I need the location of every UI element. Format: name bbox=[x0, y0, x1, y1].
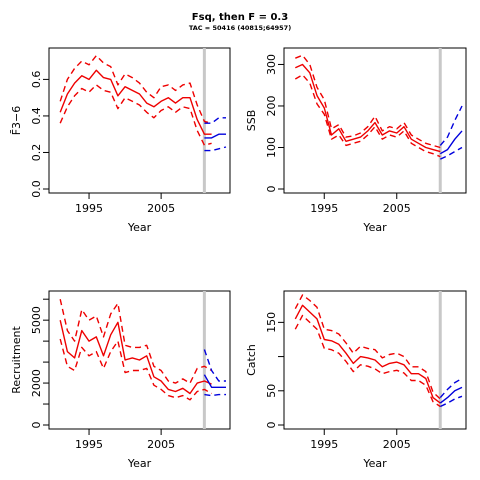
figure-subtitle: TAC = 50416 (40815;64957) bbox=[189, 24, 291, 32]
projection-median-line-fbar bbox=[204, 133, 226, 139]
x-tick-label-catch-1: 2005 bbox=[383, 438, 411, 451]
y-tick-label-recruitment-1: 2000 bbox=[30, 369, 43, 397]
x-tick-label-ssb-0: 1995 bbox=[310, 202, 338, 215]
projection-median-line-recruitment bbox=[203, 374, 226, 388]
y-axis-label-fbar: F̄3−6 bbox=[10, 106, 23, 136]
y-axis-label-ssb: SSB bbox=[245, 110, 258, 132]
projection-upper-line-recruitment bbox=[203, 349, 226, 382]
x-tick-label-fbar-0: 1995 bbox=[75, 202, 103, 215]
x-axis-label-catch: Year bbox=[362, 457, 387, 470]
historic-upper-line-catch bbox=[294, 294, 441, 400]
projection-lower-line-fbar bbox=[204, 146, 227, 152]
panel-fbar: 0.0 0.2 0.4 0.6 1995 2005 Year F̄3−6 bbox=[10, 47, 231, 234]
panel-ssb: 0 100 200 300 1995 2005 Year SSB bbox=[245, 47, 467, 234]
projection-upper-line-ssb bbox=[439, 105, 463, 146]
y-tick-label-catch-1: 50 bbox=[265, 384, 278, 398]
x-tick-label-fbar-1: 2005 bbox=[147, 202, 175, 215]
historic-median-line-recruitment bbox=[59, 320, 212, 395]
x-tick-label-recruitment-0: 1995 bbox=[75, 438, 103, 451]
y-tick-label-ssb-2: 200 bbox=[265, 95, 278, 116]
y-tick-label-recruitment-2: 5000 bbox=[30, 306, 43, 334]
y-axis-label-catch: Catch bbox=[245, 344, 258, 376]
projection-lower-line-recruitment bbox=[204, 393, 226, 397]
x-tick-label-catch-0: 1995 bbox=[310, 438, 338, 451]
chart-panels: 0.0 0.2 0.4 0.6 1995 2005 Year F̄3−6 0 100 200 300 1… bbox=[10, 47, 467, 470]
y-tick-label-ssb-1: 100 bbox=[265, 137, 278, 158]
y-axis-label-recruitment: Recruitment bbox=[10, 326, 23, 394]
historic-median-line-catch bbox=[294, 304, 441, 404]
historic-median-line-fbar bbox=[59, 69, 212, 135]
y-tick-label-fbar-1: 0.2 bbox=[30, 144, 43, 162]
x-axis-label-fbar: Year bbox=[127, 221, 152, 234]
y-tick-label-fbar-0: 0.0 bbox=[30, 180, 43, 198]
y-tick-label-ssb-3: 300 bbox=[265, 54, 278, 75]
panel-catch: 0 50 150 1995 2005 Year Catch bbox=[245, 290, 467, 470]
y-tick-label-catch-0: 0 bbox=[265, 422, 278, 429]
panel-frame-fbar bbox=[48, 47, 231, 194]
historic-median-line-ssb bbox=[295, 63, 441, 153]
figure-title: Fsq, then F = 0.3 bbox=[192, 12, 288, 23]
x-tick-label-recruitment-1: 2005 bbox=[147, 438, 175, 451]
projection-median-line-ssb bbox=[439, 130, 463, 155]
y-tick-label-fbar-2: 0.4 bbox=[30, 107, 43, 125]
projection-upper-line-fbar bbox=[204, 117, 226, 124]
projection-upper-line-catch bbox=[439, 377, 463, 399]
historic-upper-line-recruitment bbox=[59, 299, 212, 384]
x-axis-label-ssb: Year bbox=[362, 221, 387, 234]
historic-lower-line-ssb bbox=[294, 74, 441, 158]
projection-lower-line-catch bbox=[440, 395, 463, 408]
projection-median-line-catch bbox=[439, 386, 463, 404]
y-tick-label-fbar-3: 0.6 bbox=[30, 71, 43, 89]
historic-lower-line-catch bbox=[294, 314, 441, 408]
projection-lower-line-ssb bbox=[440, 146, 463, 160]
historic-upper-line-fbar bbox=[59, 55, 212, 124]
y-tick-label-ssb-0: 0 bbox=[265, 186, 278, 193]
x-axis-label-recruitment: Year bbox=[127, 457, 152, 470]
panel-frame-catch bbox=[283, 290, 467, 430]
panel-frame-recruitment bbox=[48, 290, 231, 430]
historic-lower-line-fbar bbox=[59, 84, 212, 146]
x-tick-label-ssb-1: 2005 bbox=[383, 202, 411, 215]
historic-lower-line-recruitment bbox=[59, 338, 212, 401]
historic-upper-line-ssb bbox=[295, 54, 441, 149]
y-tick-label-recruitment-0: 0 bbox=[30, 422, 43, 429]
y-tick-label-catch-2: 150 bbox=[265, 312, 278, 333]
panel-recruitment: 0 2000 5000 1995 2005 Year Recruitment bbox=[10, 290, 231, 470]
panel-frame-ssb bbox=[283, 47, 467, 194]
